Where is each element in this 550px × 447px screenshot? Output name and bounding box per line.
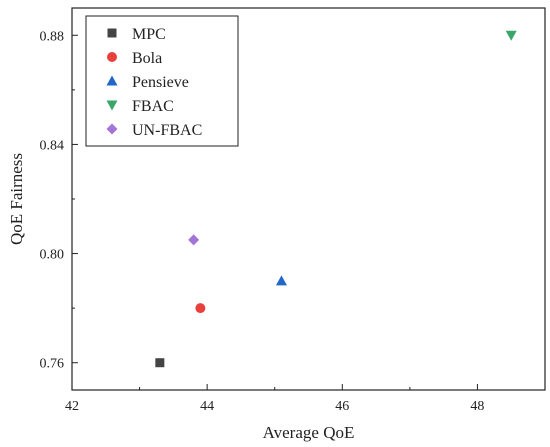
tick-layer: 42 44 46 48 0.76 0.80 0.84 0.88 bbox=[40, 29, 546, 414]
x-tick-label: 44 bbox=[200, 399, 214, 414]
legend-marker-pensieve bbox=[106, 75, 118, 86]
point-pensieve bbox=[275, 275, 287, 286]
point-fbac bbox=[505, 30, 517, 41]
legend-marker-fbac bbox=[106, 100, 118, 111]
legend-marker-bola bbox=[107, 52, 117, 62]
legend-label-un-fbac: UN-FBAC bbox=[132, 122, 202, 139]
legend-label-bola: Bola bbox=[132, 50, 162, 67]
x-tick-label: 42 bbox=[65, 399, 79, 414]
plot-frame bbox=[71, 7, 546, 391]
y-tick-label: 0.88 bbox=[40, 29, 65, 44]
legend-marker-mpc bbox=[107, 28, 117, 38]
y-tick-label: 0.76 bbox=[40, 357, 65, 372]
legend-label-fbac: FBAC bbox=[132, 98, 174, 115]
legend-label-mpc: MPC bbox=[132, 26, 166, 43]
point-mpc bbox=[155, 358, 165, 368]
y-tick-label: 0.80 bbox=[40, 248, 65, 263]
x-axis-label: Average QoE bbox=[263, 423, 355, 442]
y-axis-label: QoE Fairness bbox=[7, 153, 26, 245]
legend-marker-un-fbac bbox=[106, 123, 118, 135]
x-tick-label: 48 bbox=[470, 399, 484, 414]
x-tick-label: 46 bbox=[335, 399, 349, 414]
y-tick-label: 0.84 bbox=[40, 138, 65, 153]
points-layer bbox=[155, 30, 517, 368]
point-bola bbox=[195, 303, 206, 314]
legend-label-pensieve: Pensieve bbox=[132, 74, 189, 91]
legend: MPC Bola Pensieve FBAC UN-FBAC bbox=[85, 15, 239, 147]
point-un-fbac bbox=[188, 234, 200, 246]
